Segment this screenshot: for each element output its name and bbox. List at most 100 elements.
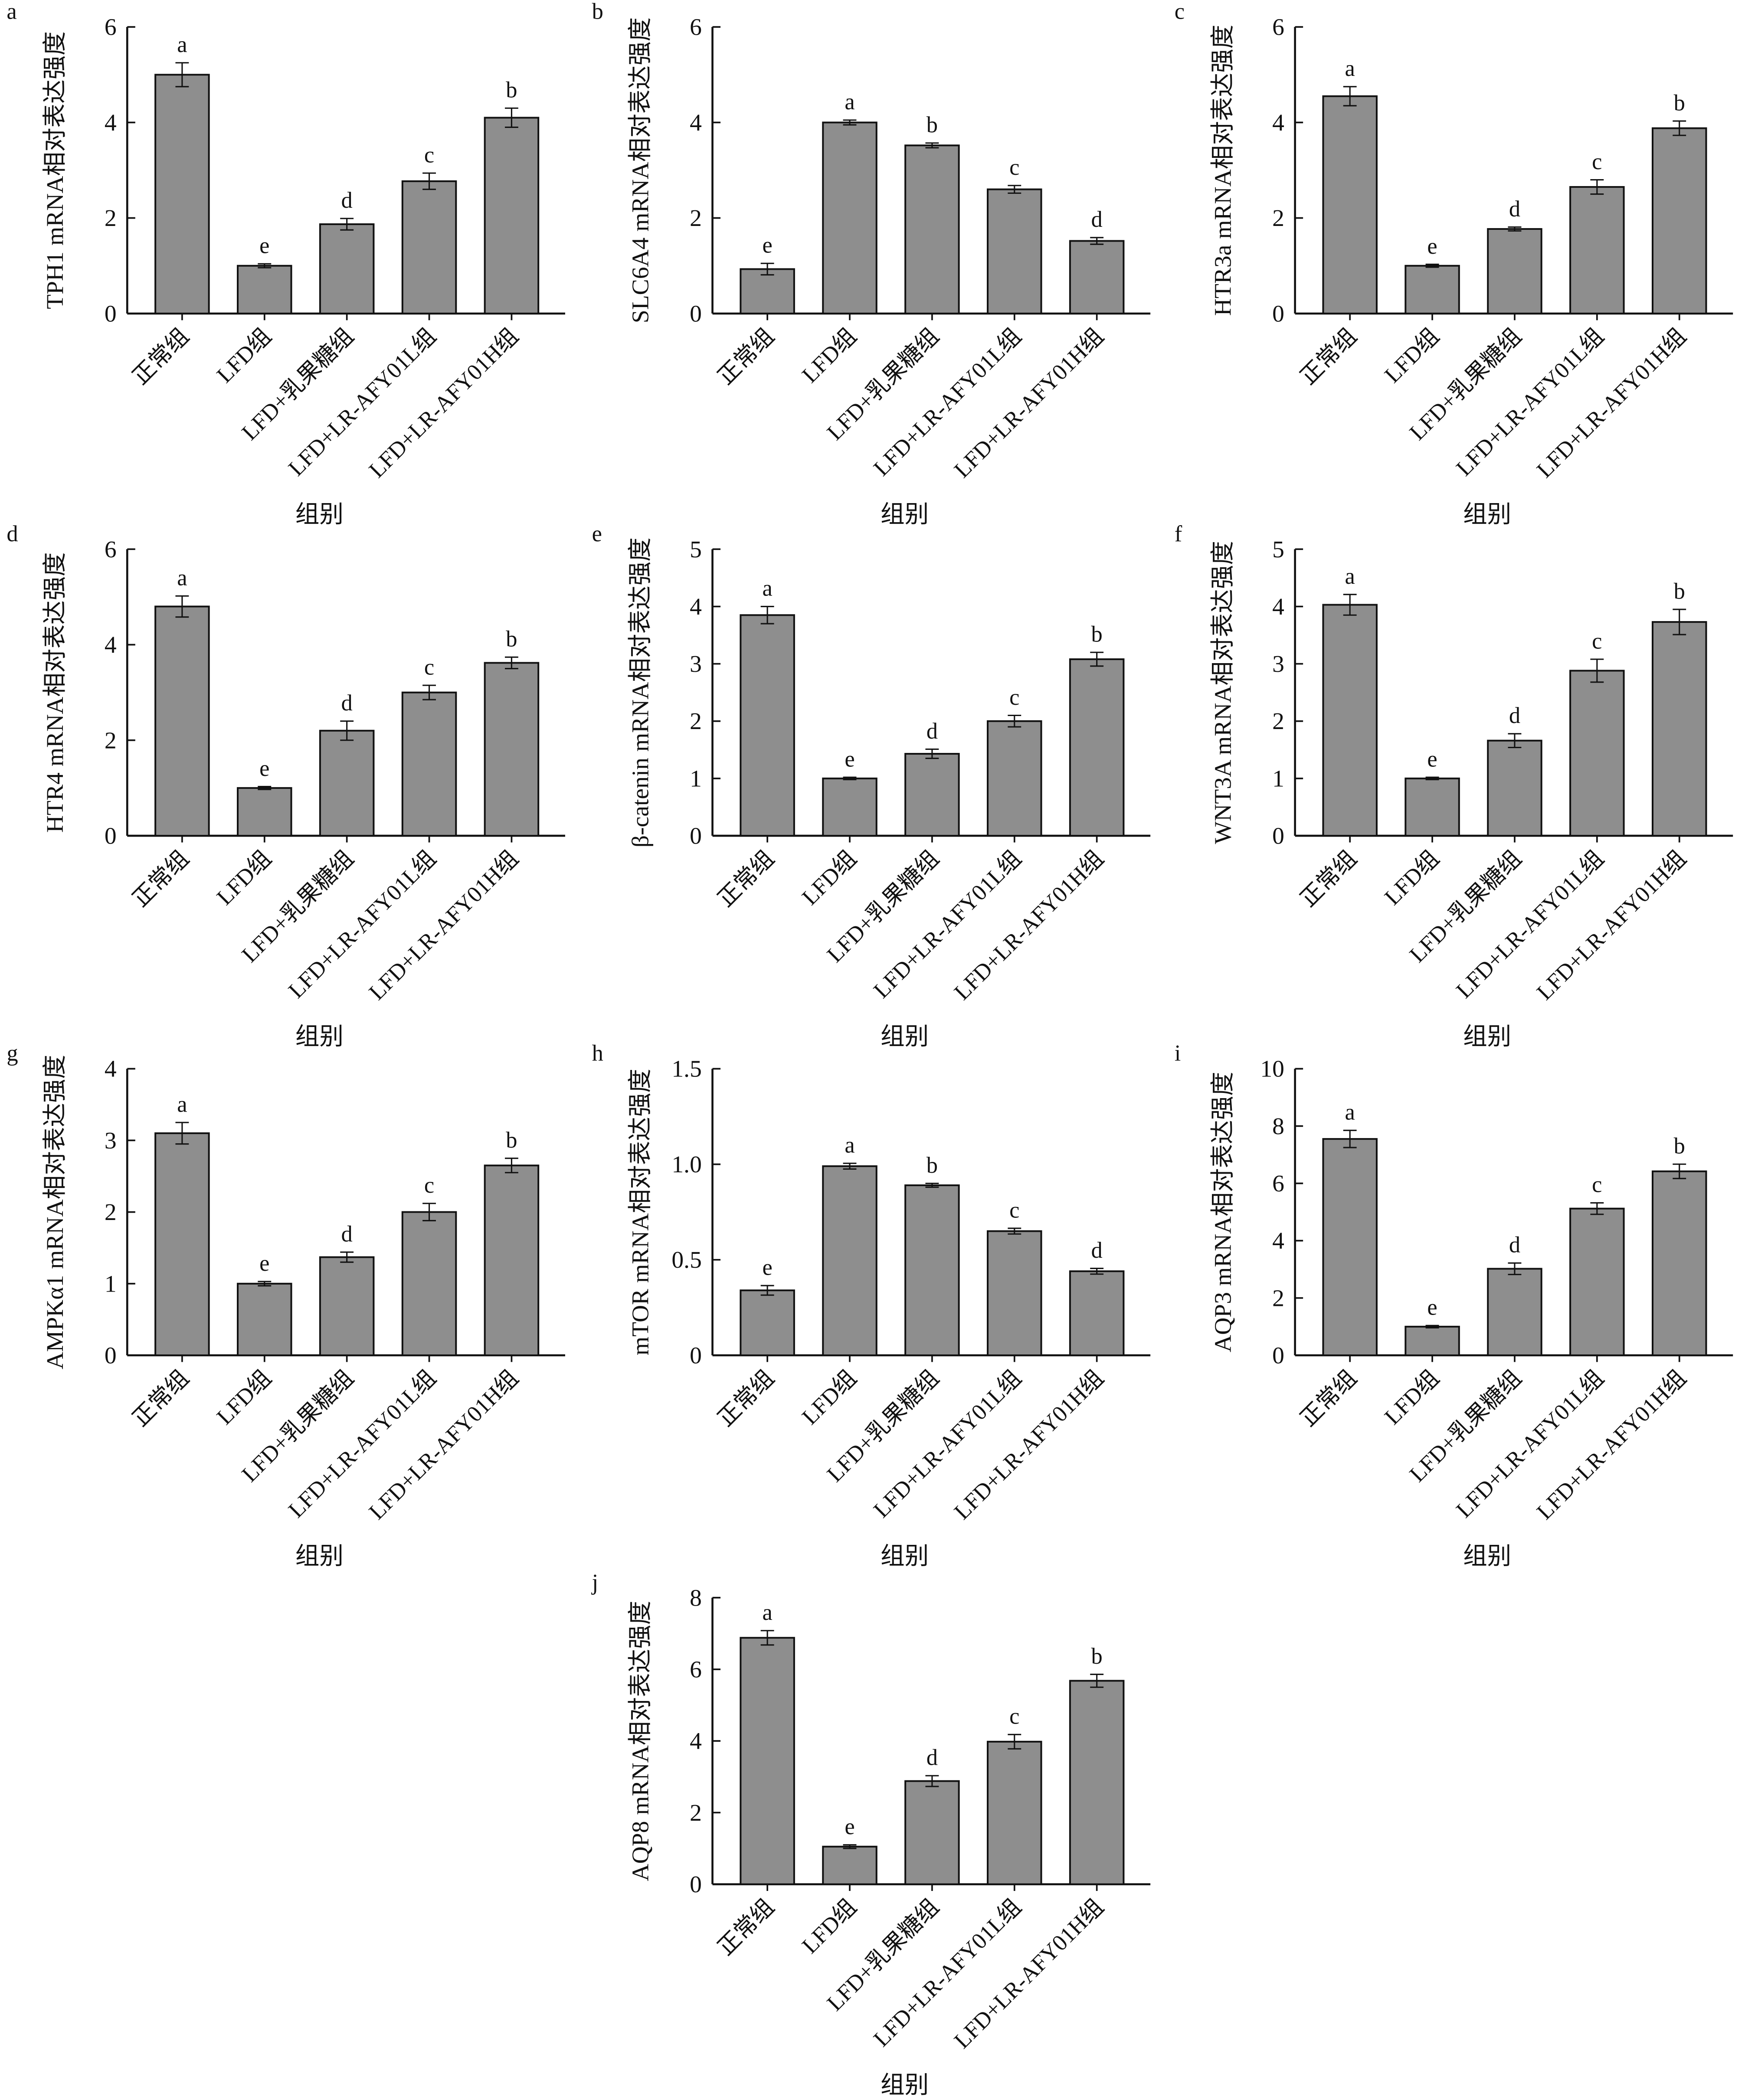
y-tick-label: 2 <box>1272 1285 1284 1312</box>
significance-letter: e <box>259 1251 269 1276</box>
y-tick-label: 4 <box>1272 109 1284 136</box>
significance-letter: c <box>424 142 434 167</box>
y-tick-label: 4 <box>105 1056 117 1083</box>
x-tick-label: 正常组 <box>713 324 779 389</box>
x-tick-label: LFD+LR-AFY01L组 <box>869 1894 1026 2052</box>
x-axis-label: 组别 <box>1463 501 1511 528</box>
x-tick-label: LFD+LR-AFY01H组 <box>949 846 1109 1005</box>
significance-letter: e <box>1427 234 1437 259</box>
x-tick-label: LFD+LR-AFY01L组 <box>284 846 441 1003</box>
significance-letter: e <box>259 756 269 781</box>
y-tick-label: 6 <box>690 1656 702 1683</box>
significance-letter: a <box>845 89 854 114</box>
bar <box>1487 739 1542 837</box>
y-tick-label: 2 <box>1272 205 1284 232</box>
bar <box>154 74 210 314</box>
significance-letter: b <box>1091 1644 1103 1669</box>
y-tick-label: 4 <box>690 593 702 620</box>
significance-letter: d <box>1509 196 1520 222</box>
x-tick-label: LFD+LR-AFY01L组 <box>1451 846 1609 1003</box>
bar <box>904 1780 960 1885</box>
significance-letter: b <box>506 78 517 103</box>
y-tick-label: 6 <box>1272 14 1284 41</box>
significance-letter: b <box>927 1153 938 1178</box>
significance-letter: c <box>1592 149 1602 174</box>
x-tick-label: LFD+LR-AFY01H组 <box>364 1365 523 1524</box>
bar <box>401 1211 457 1356</box>
x-tick-label: LFD组 <box>797 324 861 388</box>
x-tick-label: LFD+LR-AFY01L组 <box>1451 1365 1609 1523</box>
x-tick-label: LFD组 <box>212 324 276 388</box>
y-axis-label: AMPKα1 mRNA相对表达强度 <box>42 1055 69 1369</box>
significance-letter: a <box>762 576 772 601</box>
x-axis-label: 组别 <box>881 1024 929 1050</box>
x-axis-label: 组别 <box>881 2072 929 2099</box>
significance-letter: d <box>1091 1238 1103 1263</box>
x-axis-label: 组别 <box>1463 1024 1511 1050</box>
panel-letter: f <box>1175 521 1182 546</box>
panel-letter: b <box>592 0 603 24</box>
y-tick-label: 0 <box>690 1342 702 1369</box>
bar <box>1069 658 1125 837</box>
panel-letter: d <box>7 521 18 546</box>
significance-letter: a <box>1345 1100 1355 1125</box>
y-tick-label: 8 <box>1272 1113 1284 1140</box>
bar <box>237 1282 292 1356</box>
significance-letter: d <box>341 1221 353 1246</box>
significance-letter: d <box>927 1745 938 1770</box>
x-tick-label: LFD组 <box>212 846 276 910</box>
significance-letter: a <box>177 1092 187 1117</box>
bar <box>987 1740 1042 1885</box>
x-tick-label: LFD组 <box>1380 1365 1444 1429</box>
x-tick-label: LFD+LR-AFY01H组 <box>949 1894 1109 2054</box>
bar <box>822 777 877 837</box>
significance-letter: a <box>1345 564 1355 589</box>
bar <box>1569 670 1625 837</box>
bar <box>484 1164 540 1356</box>
bar <box>154 605 210 837</box>
y-tick-label: 6 <box>105 536 117 563</box>
x-axis-label: 组别 <box>881 501 929 528</box>
bar <box>1322 95 1378 314</box>
y-tick-label: 3 <box>105 1127 117 1154</box>
x-tick-label: 正常组 <box>1296 324 1362 389</box>
panel-letter: i <box>1175 1041 1181 1066</box>
x-tick-label: 正常组 <box>128 846 194 912</box>
bar <box>1487 228 1542 314</box>
y-tick-label: 6 <box>105 14 117 41</box>
y-tick-label: 2 <box>690 708 702 735</box>
panel-letter: g <box>7 1041 18 1066</box>
y-tick-label: 1.0 <box>671 1151 701 1178</box>
y-axis-label: HTR4 mRNA相对表达强度 <box>42 552 69 833</box>
x-tick-label: 正常组 <box>128 1365 194 1431</box>
significance-letter: e <box>1427 747 1437 772</box>
x-tick-label: LFD组 <box>797 1894 861 1959</box>
y-tick-label: 0 <box>1272 823 1284 850</box>
significance-letter: c <box>1592 1172 1602 1197</box>
significance-letter: b <box>1091 621 1103 647</box>
bar <box>1405 777 1460 837</box>
x-tick-label: LFD+LR-AFY01L组 <box>869 1365 1026 1523</box>
bar <box>904 144 960 314</box>
bar <box>401 691 457 837</box>
significance-letter: d <box>341 188 353 213</box>
bar <box>1651 1170 1707 1356</box>
y-tick-label: 4 <box>105 631 117 658</box>
y-tick-label: 0.5 <box>671 1246 701 1273</box>
bar <box>319 729 375 837</box>
y-tick-label: 2 <box>690 205 702 232</box>
x-tick-label: LFD+LR-AFY01L组 <box>1451 324 1609 481</box>
x-tick-label: LFD+LR-AFY01H组 <box>364 846 523 1005</box>
bar <box>319 223 375 314</box>
y-tick-label: 3 <box>690 651 702 677</box>
y-tick-label: 0 <box>105 300 117 327</box>
y-axis-label: AQP8 mRNA相对表达强度 <box>627 1601 654 1881</box>
y-tick-label: 0 <box>105 823 117 850</box>
bar <box>740 614 795 837</box>
x-tick-label: LFD组 <box>1380 324 1444 388</box>
y-tick-label: 4 <box>105 109 117 136</box>
x-tick-label: 正常组 <box>713 1894 779 1960</box>
